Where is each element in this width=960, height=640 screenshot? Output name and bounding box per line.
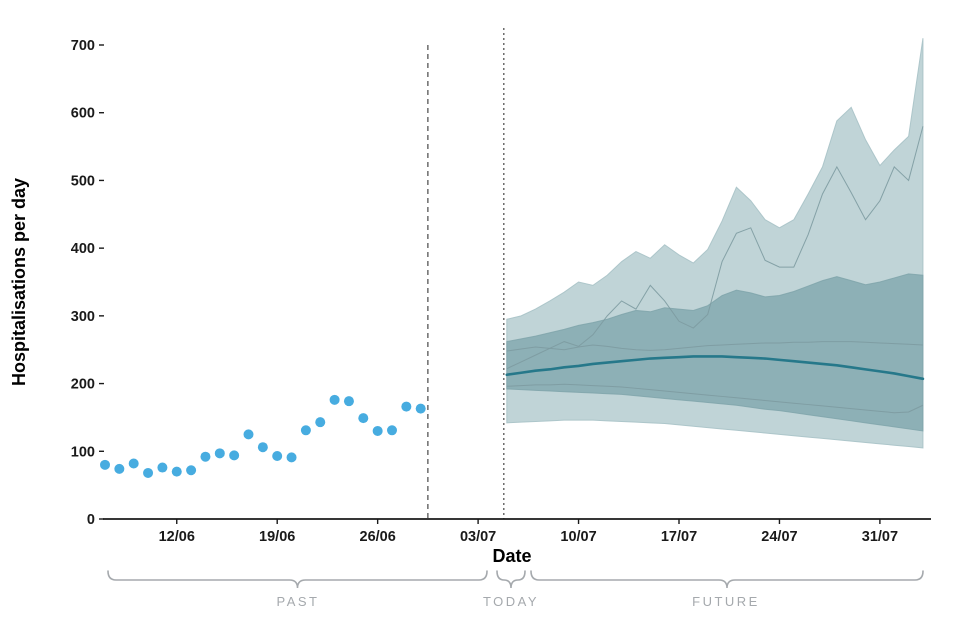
observed-point [143,467,154,478]
y-axis-label: Hospitalisations per day [9,178,29,386]
x-tick-label: 26/06 [360,529,396,545]
x-tick-label: 31/07 [862,529,898,545]
observed-point [343,396,354,407]
forecast-uncertainty-bands [506,38,924,449]
today-annotation: TODAY [483,594,539,609]
y-tick-label: 400 [71,241,95,257]
x-tick-label: 19/06 [259,529,295,545]
observed-point [372,425,383,436]
y-tick-label: 700 [71,38,95,54]
median-forecast-line [505,355,925,381]
observed-point [286,452,297,463]
y-tick-label: 0 [87,512,95,528]
observed-point [257,442,268,453]
today-brace [496,570,526,589]
x-tick-label: 17/07 [661,529,697,545]
observed-point [229,450,240,461]
trajectory-line [506,341,923,352]
trajectory-line [506,126,924,370]
time-divider-lines [427,28,505,519]
observed-scatter-points [100,394,426,478]
observed-point [358,413,369,424]
past-brace [107,570,488,589]
observed-point [186,465,197,476]
past-annotation: PAST [277,594,320,609]
y-tick-label: 600 [71,106,95,122]
x-tick-label: 24/07 [761,529,797,545]
x-tick-label: 10/07 [560,529,596,545]
y-tick-label: 100 [71,444,95,460]
observed-point [401,401,412,412]
y-tick-label: 200 [71,377,95,393]
chart-axes: 12/06 19/06 26/06 03/07 10/07 17/07 24/07 31/07… [71,38,931,545]
observed-point [300,425,311,436]
x-tick-label: 03/07 [460,529,496,545]
observed-point [171,466,182,477]
observed-point [387,425,397,436]
observed-point [157,462,168,473]
y-tick-label: 500 [71,173,95,189]
observed-point [272,451,283,462]
future-brace [530,570,924,589]
inner-uncertainty-band [506,273,924,432]
observed-point [114,463,125,474]
observed-point [200,451,211,462]
observed-point [100,459,110,470]
observed-point [329,394,340,405]
forecast-trajectory-lines [506,126,924,414]
y-tick-label: 300 [71,309,95,325]
forecast-median-line [505,355,925,381]
observed-point [128,458,139,469]
x-tick-label: 12/06 [159,529,195,545]
trajectory-line [506,383,924,414]
observed-point [315,417,326,428]
observed-point [243,429,254,440]
timeline-braces [107,570,924,589]
future-annotation: FUTURE [692,594,760,609]
observed-point [214,448,225,459]
x-axis-label: Date [492,546,531,566]
observed-point [415,403,426,414]
